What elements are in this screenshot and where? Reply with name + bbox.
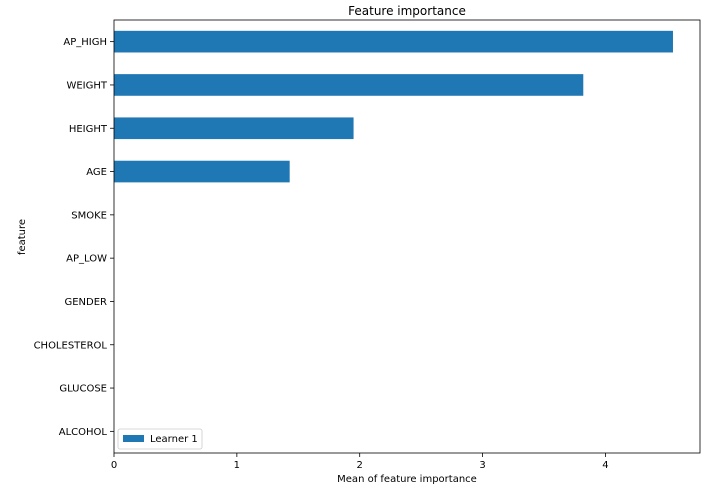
x-axis-label: Mean of feature importance (337, 474, 477, 485)
x-tick-label: 0 (111, 460, 117, 471)
x-axis-ticks: 0 1 2 3 4 (111, 453, 609, 471)
x-tick-label: 4 (602, 460, 608, 471)
x-tick-label: 3 (479, 460, 485, 471)
bar-group (114, 30, 673, 183)
legend: Learner 1 (117, 428, 203, 450)
y-tick-label: GLUCOSE (59, 384, 107, 395)
legend-frame (117, 428, 203, 450)
legend-label: Learner 1 (150, 434, 198, 445)
y-tick-label: ALCOHOL (59, 427, 108, 438)
x-tick-label: 1 (234, 460, 240, 471)
y-tick-label: SMOKE (71, 210, 107, 221)
y-tick-label: AGE (86, 167, 107, 178)
y-axis-ticks: AP_HIGH WEIGHT HEIGHT AGE SMOKE AP_LOW GENDER C… (34, 37, 114, 438)
y-tick-label: HEIGHT (69, 124, 108, 135)
bar-ap_high (114, 30, 673, 53)
y-tick-label: AP_LOW (66, 254, 107, 265)
bar-height (114, 117, 354, 140)
plot-frame (113, 19, 701, 454)
chart-title: Feature importance (348, 4, 466, 18)
y-tick-label: CHOLESTEROL (34, 340, 108, 351)
legend-swatch (123, 435, 144, 442)
y-tick-label: GENDER (64, 297, 107, 308)
bar-age (114, 160, 290, 183)
bar-weight (114, 74, 584, 96)
y-axis-label: feature (17, 219, 28, 255)
y-tick-label: AP_HIGH (63, 37, 107, 48)
y-tick-label: WEIGHT (66, 80, 107, 91)
x-tick-label: 2 (357, 460, 363, 471)
